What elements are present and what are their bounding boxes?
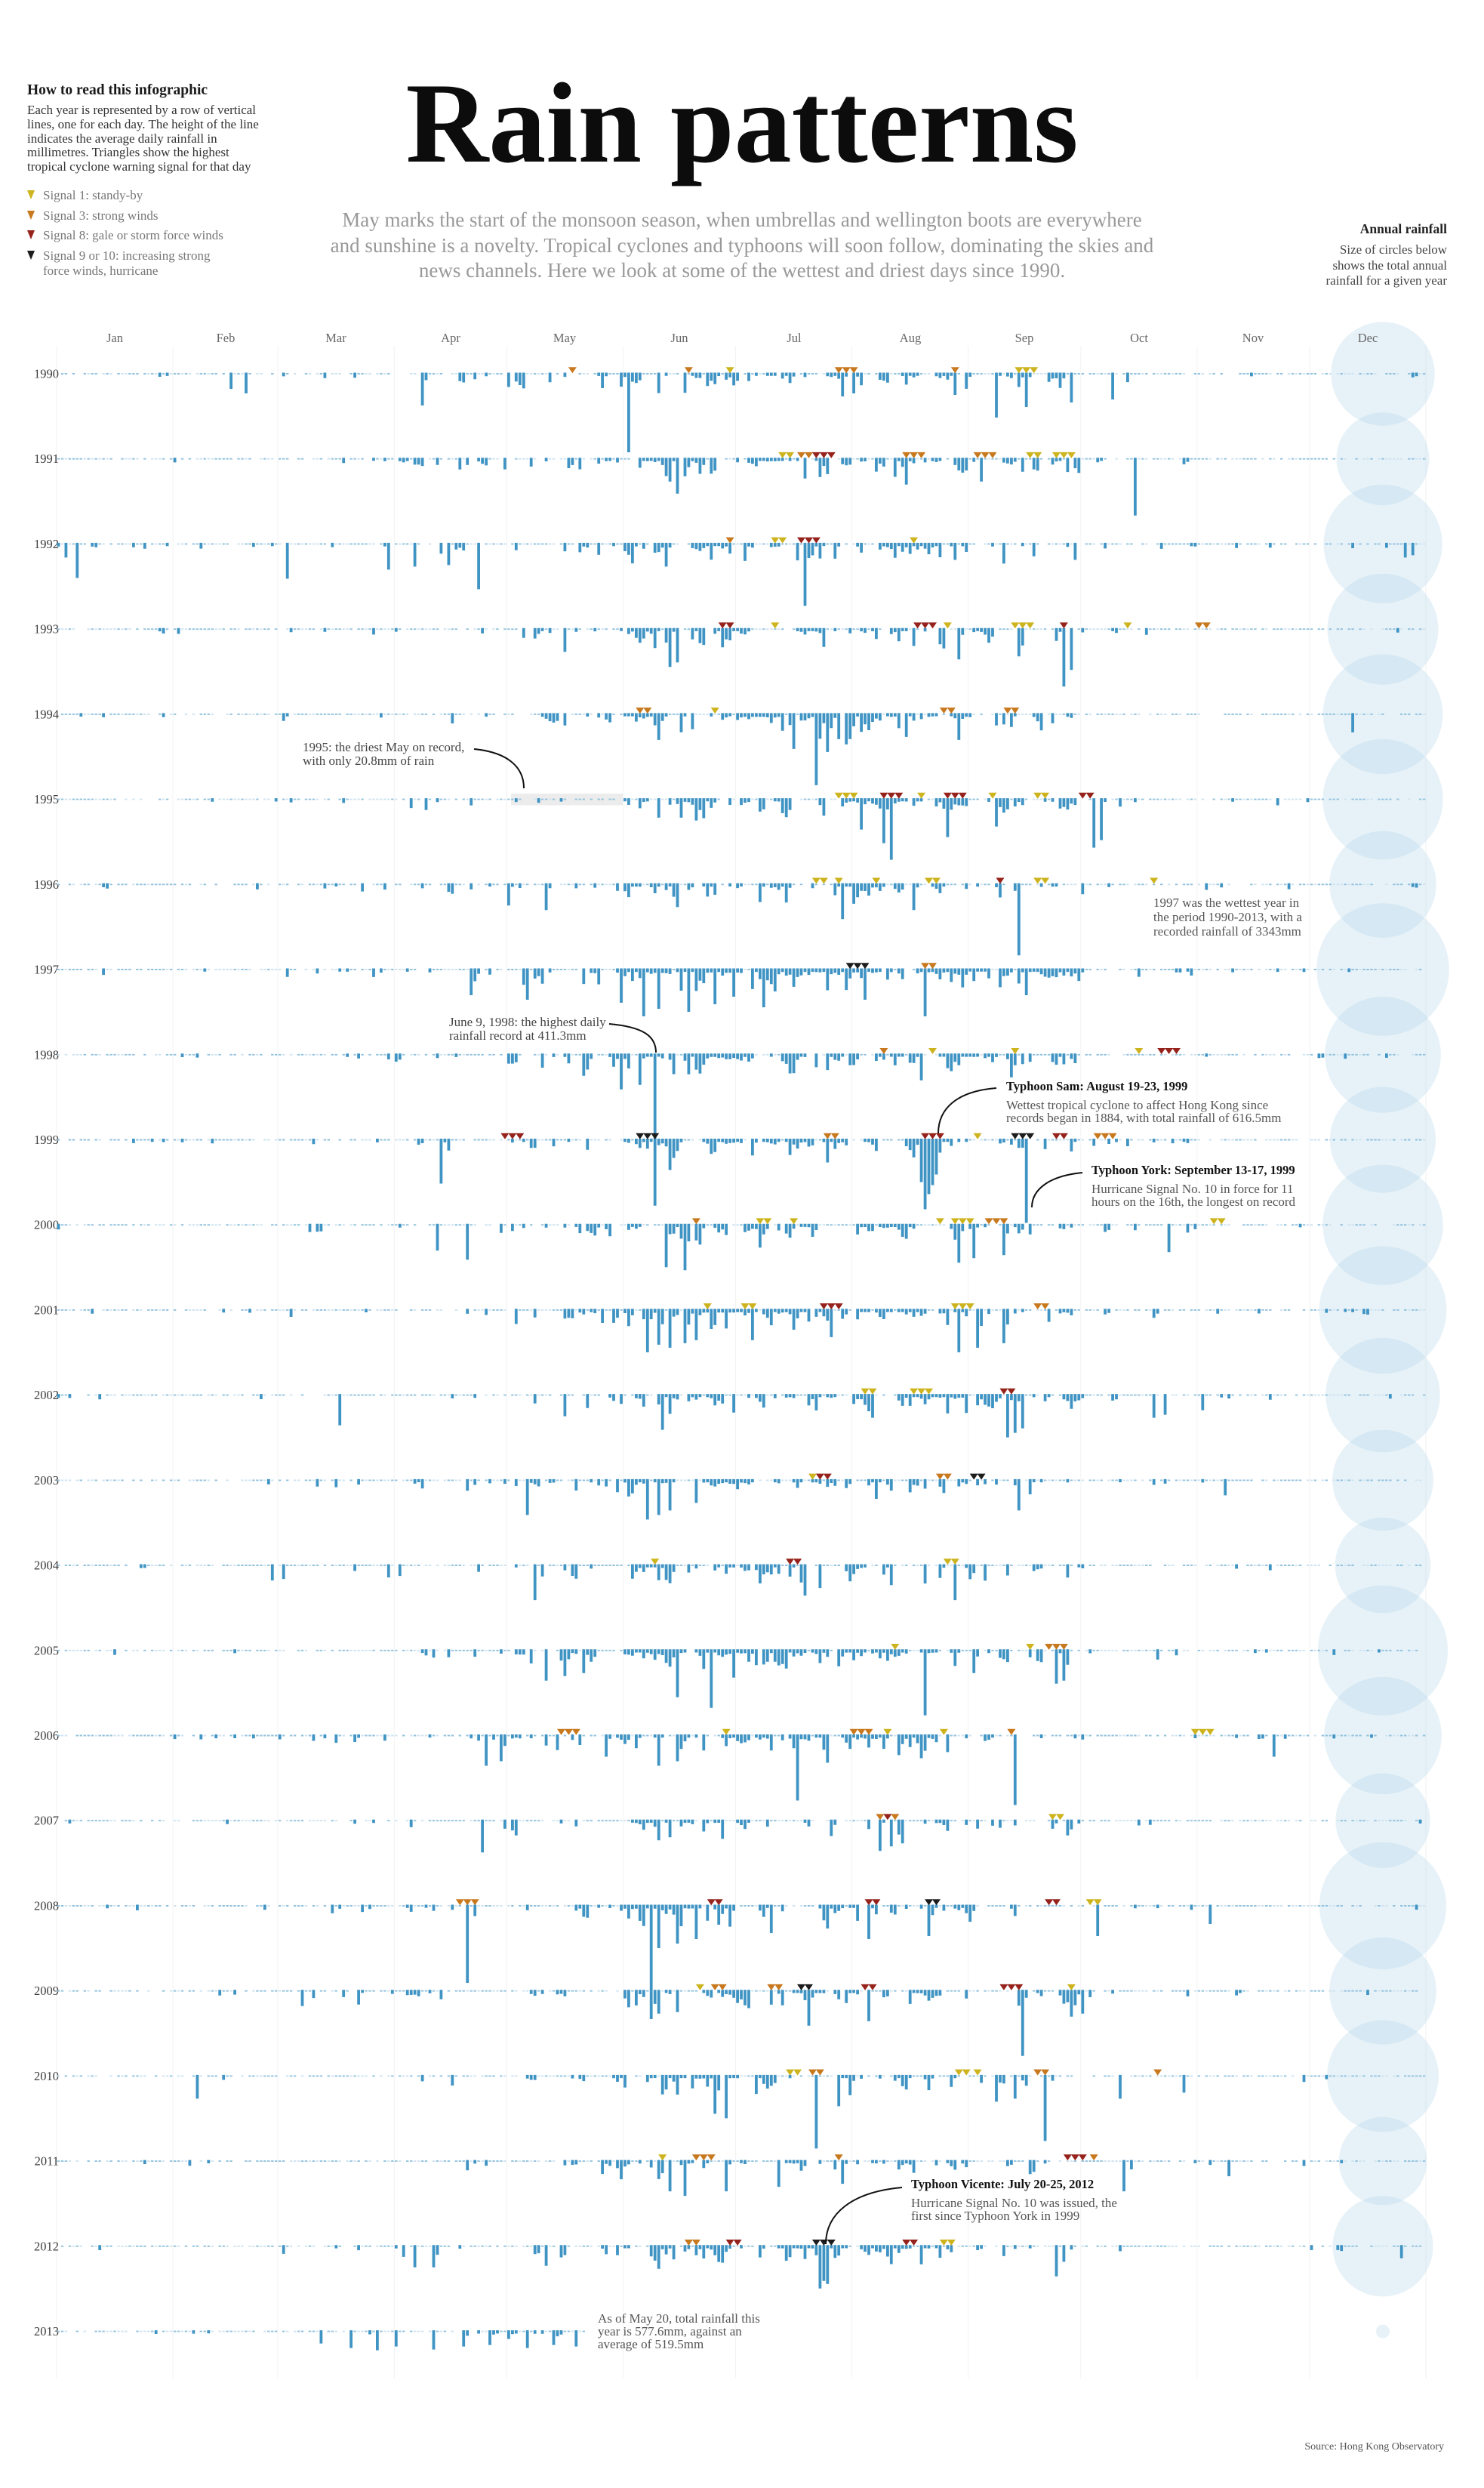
svg-text:2010: 2010	[34, 2069, 59, 2083]
svg-text:2006: 2006	[34, 1728, 59, 1743]
svg-text:2005: 2005	[34, 1643, 59, 1657]
svg-text:Mar: Mar	[325, 331, 346, 345]
svg-text:2003: 2003	[34, 1473, 59, 1488]
svg-text:2000: 2000	[34, 1218, 59, 1232]
svg-text:1991: 1991	[34, 452, 59, 466]
svg-text:Feb: Feb	[217, 331, 236, 345]
svg-text:2001: 2001	[34, 1303, 59, 1317]
svg-text:1999: 1999	[34, 1133, 59, 1147]
svg-text:2009: 2009	[34, 1984, 59, 1998]
svg-text:May: May	[553, 331, 577, 345]
svg-text:2002: 2002	[34, 1388, 59, 1402]
svg-text:1997: 1997	[34, 963, 59, 977]
svg-text:1996: 1996	[34, 877, 59, 892]
svg-text:Oct: Oct	[1130, 331, 1148, 345]
svg-text:1990: 1990	[34, 367, 59, 381]
svg-text:1995: 1995	[34, 792, 59, 806]
svg-text:Jul: Jul	[787, 331, 802, 345]
svg-text:Aug: Aug	[900, 331, 921, 345]
svg-text:Sep: Sep	[1015, 331, 1034, 345]
svg-text:1992: 1992	[34, 537, 59, 551]
svg-text:2008: 2008	[34, 1899, 59, 1913]
svg-text:Jan: Jan	[106, 331, 123, 345]
svg-text:Jun: Jun	[671, 331, 688, 345]
svg-text:Apr: Apr	[441, 331, 460, 345]
svg-text:Dec: Dec	[1358, 331, 1378, 345]
svg-text:Nov: Nov	[1242, 331, 1264, 345]
svg-text:2004: 2004	[34, 1558, 59, 1573]
svg-text:1994: 1994	[34, 707, 59, 721]
svg-text:2011: 2011	[35, 2154, 59, 2169]
svg-text:1998: 1998	[34, 1047, 59, 1062]
svg-text:1993: 1993	[34, 622, 59, 637]
svg-text:2007: 2007	[34, 1814, 59, 1828]
svg-text:2012: 2012	[34, 2239, 59, 2253]
svg-text:2013: 2013	[34, 2324, 59, 2338]
